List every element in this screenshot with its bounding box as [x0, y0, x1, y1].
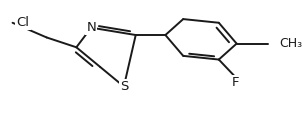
Text: N: N: [86, 21, 96, 34]
Text: F: F: [231, 76, 239, 89]
Text: Cl: Cl: [17, 16, 29, 29]
Text: S: S: [120, 80, 128, 93]
Text: CH₃: CH₃: [280, 37, 303, 50]
